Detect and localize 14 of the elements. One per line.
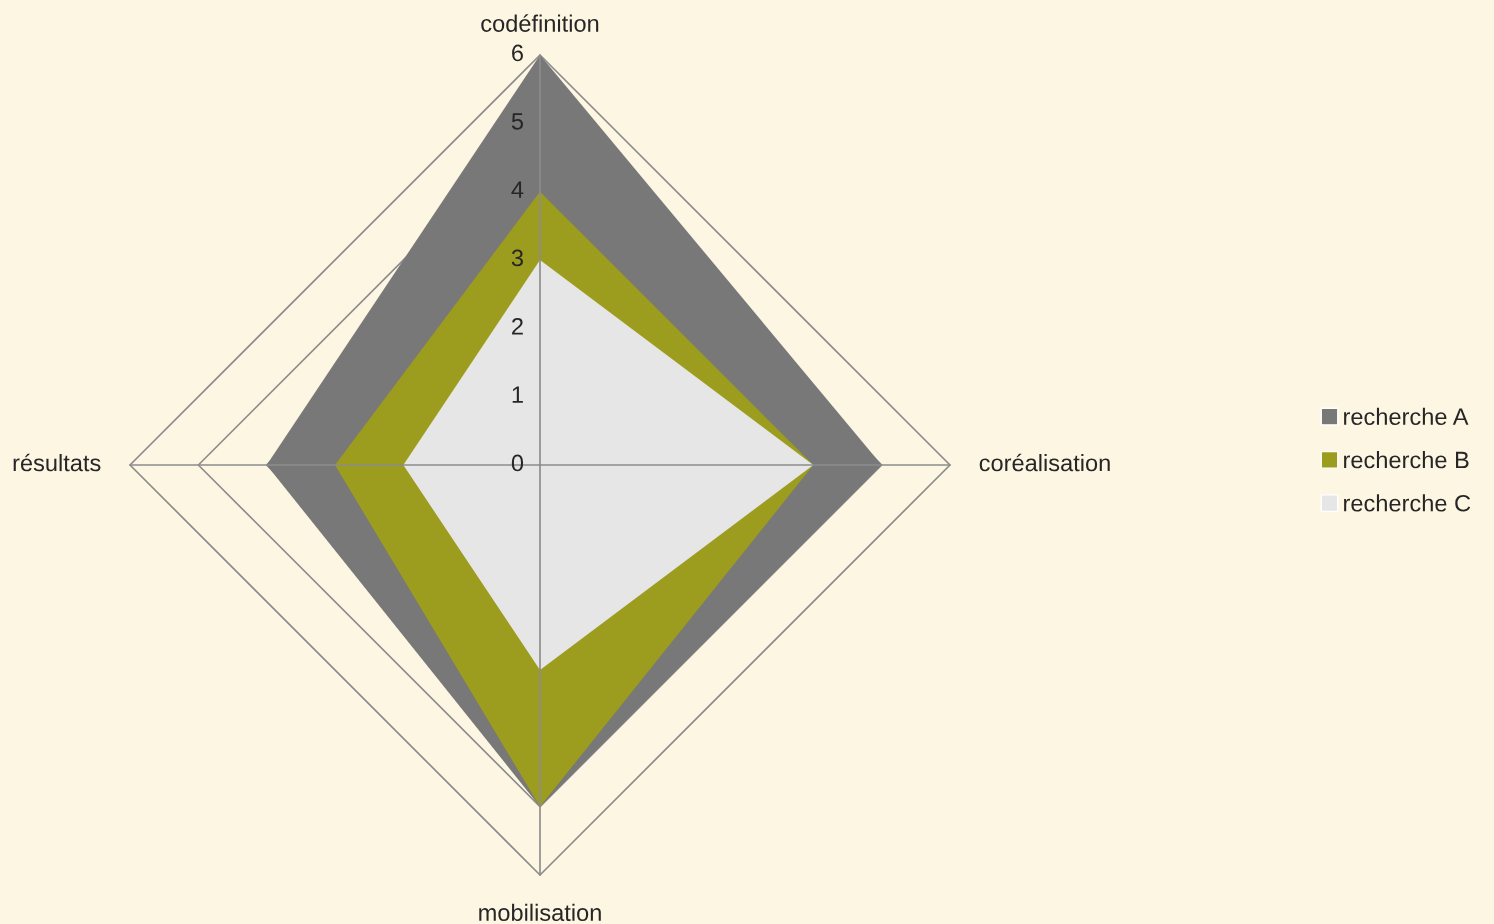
legend-label: recherche A: [1344, 407, 1469, 426]
y-tick-label: 5: [511, 113, 524, 130]
y-tick-label: 3: [511, 249, 523, 267]
y-tick-label: 0: [511, 454, 524, 472]
spoke-label: mobilisation: [479, 903, 601, 922]
legend-label: recherche C: [1344, 494, 1471, 512]
y-tick-label: 1: [512, 386, 523, 403]
legend-label: recherche B: [1344, 450, 1469, 469]
y-tick-label: 4: [511, 181, 524, 198]
y-tick-label: 6: [512, 44, 523, 62]
y-tick-label: 2: [512, 317, 523, 335]
spoke-label: codéfinition: [481, 14, 599, 32]
spoke-label: résultats: [13, 453, 101, 472]
spoke-label: coréalisation: [979, 453, 1110, 472]
